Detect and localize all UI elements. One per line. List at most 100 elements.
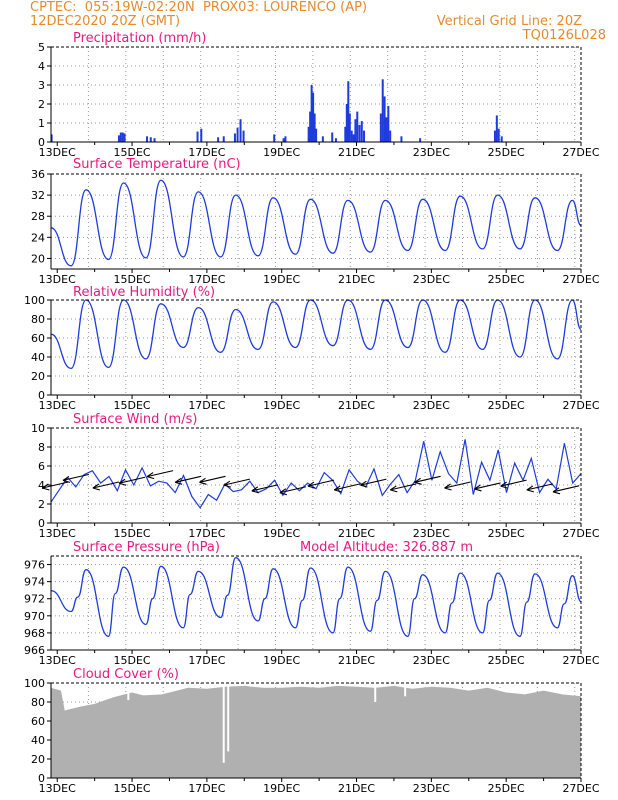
- precip-bar: [200, 128, 203, 142]
- wind-arrowhead: [500, 481, 508, 489]
- precip-xtick-label: 17DEC: [188, 146, 225, 159]
- rh-ytick-label: 40: [31, 351, 45, 364]
- precip-bar: [239, 119, 242, 142]
- precip-bar: [313, 113, 316, 142]
- precip-bar: [334, 138, 337, 142]
- precip-bar: [222, 136, 225, 142]
- precip-bar: [495, 115, 498, 142]
- precip-xtick-label: 19DEC: [263, 146, 300, 159]
- cloud-title: Cloud Cover (%): [73, 667, 179, 682]
- precip-bar: [493, 130, 496, 142]
- press-line: [50, 557, 582, 637]
- precip-bar: [284, 136, 287, 142]
- cloud-ytick-label: 40: [31, 734, 45, 747]
- cloud-xtick-label: 19DEC: [263, 782, 300, 795]
- temp-xtick-label: 21DEC: [338, 273, 375, 286]
- wind-arrowhead: [199, 477, 207, 485]
- precip-ytick-label: 5: [38, 41, 45, 54]
- temp-xtick-label: 17DEC: [188, 273, 225, 286]
- rh-ytick-label: 80: [31, 313, 45, 326]
- precip-bar: [497, 128, 500, 142]
- cloud-ytick-label: 80: [31, 696, 45, 709]
- wind-arrowhead: [389, 485, 398, 493]
- precip-xtick-label: 15DEC: [114, 146, 151, 159]
- precip-bar: [117, 135, 120, 142]
- header-grid-note: Vertical Grid Line: 20Z: [436, 14, 582, 29]
- precip-bar: [309, 111, 312, 142]
- precip-bar: [310, 85, 313, 142]
- wind-arrow: [251, 484, 278, 492]
- precip-bar: [121, 132, 124, 142]
- wind-arrow: [334, 483, 361, 491]
- wind-arrowhead: [360, 480, 368, 488]
- precip-bar: [385, 117, 388, 142]
- precip-bar: [273, 134, 276, 142]
- wind-arrow: [390, 483, 417, 491]
- precip-bar: [242, 130, 245, 142]
- rh-xtick-label: 21DEC: [338, 399, 375, 412]
- precip-bar: [315, 128, 318, 142]
- temp-xtick-label: 23DEC: [413, 273, 450, 286]
- wind-arrow: [42, 481, 69, 489]
- precip-bar: [307, 126, 310, 142]
- temp-line: [50, 179, 582, 267]
- precip-bar: [344, 126, 347, 142]
- precip-bar: [331, 132, 334, 142]
- press-ytick-label: 976: [24, 559, 45, 572]
- wind-xtick-label: 13DEC: [39, 527, 76, 540]
- precip-bar: [348, 113, 351, 142]
- press-ytick-label: 972: [24, 593, 45, 606]
- rh-xtick-label: 25DEC: [488, 399, 525, 412]
- wind-arrowhead: [251, 486, 260, 494]
- wind-xtick-label: 23DEC: [413, 527, 450, 540]
- wind-arrow: [92, 481, 119, 489]
- wind-arrowhead: [92, 483, 101, 491]
- wind-arrowhead: [279, 488, 288, 496]
- wind-ytick-label: 8: [38, 441, 45, 454]
- precip-bar: [217, 137, 220, 142]
- temp-xtick-label: 19DEC: [263, 273, 300, 286]
- wind-ytick-label: 10: [31, 422, 45, 435]
- precip-xtick-label: 13DEC: [39, 146, 76, 159]
- precip-ytick-label: 0: [38, 136, 45, 149]
- wind-arrow: [307, 479, 335, 487]
- precip-bar: [400, 136, 403, 142]
- precip-ytick-label: 1: [38, 117, 45, 130]
- wind-arrowhead: [526, 485, 534, 493]
- temp-xtick-label: 25DEC: [488, 273, 525, 286]
- precip-xtick-label: 25DEC: [488, 146, 525, 159]
- precip-bar: [236, 127, 239, 142]
- rh-ytick-label: 100: [24, 294, 45, 307]
- precip-bar: [356, 111, 359, 142]
- precip-bar: [354, 119, 357, 142]
- precip-bar: [363, 130, 366, 142]
- precip-bar: [196, 131, 199, 142]
- precip-bar: [312, 92, 315, 142]
- wind-ytick-label: 0: [38, 517, 45, 530]
- press-ytick-label: 974: [24, 576, 45, 589]
- press-xtick-label: 25DEC: [488, 654, 525, 667]
- precip-bar: [358, 124, 361, 142]
- rh-xtick-label: 27DEC: [562, 399, 599, 412]
- cloud-dip: [404, 683, 407, 697]
- press-ytick-label: 966: [24, 644, 45, 657]
- wind-arrow: [146, 470, 174, 478]
- precip-bar: [119, 132, 122, 142]
- temp-ytick-label: 28: [31, 210, 45, 223]
- precip-bar: [389, 130, 392, 142]
- precip-bar: [146, 136, 149, 142]
- wind-arrowhead: [444, 483, 452, 491]
- precip-bar: [149, 137, 152, 142]
- wind-line: [50, 439, 582, 509]
- cloud-dip: [374, 683, 377, 702]
- rh-ytick-label: 0: [38, 389, 45, 402]
- cloud-ytick-label: 60: [31, 715, 45, 728]
- precip-bar: [352, 134, 355, 142]
- press-xtick-label: 19DEC: [263, 654, 300, 667]
- wind-arrow: [279, 486, 307, 494]
- rh-xtick-label: 17DEC: [188, 399, 225, 412]
- wind-arrow: [118, 476, 146, 484]
- rh-ytick-label: 20: [31, 370, 45, 383]
- cloud-dip: [222, 683, 225, 763]
- rh-xtick-label: 23DEC: [413, 399, 450, 412]
